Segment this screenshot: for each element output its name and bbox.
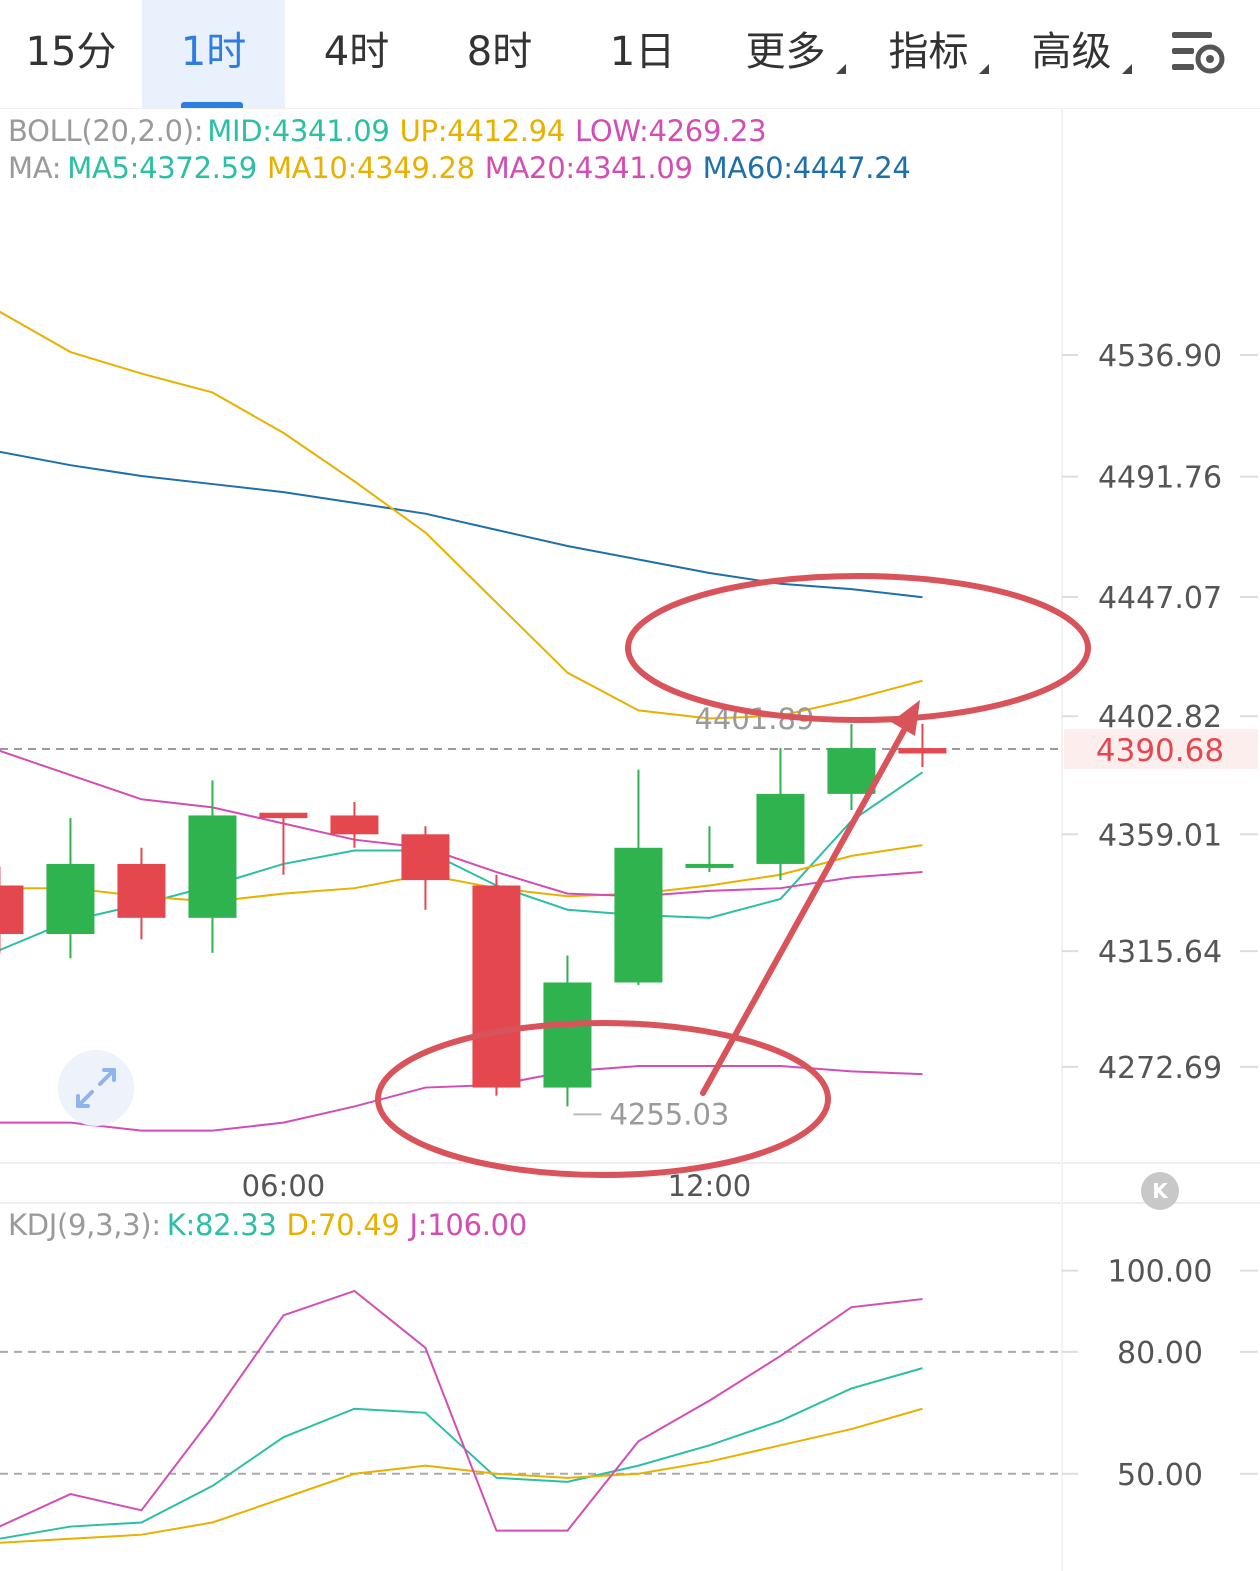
candle-body	[543, 982, 592, 1088]
boll-low: LOW:4269.23	[575, 114, 767, 148]
kdj-axis-label: 80.00	[1117, 1336, 1203, 1371]
candle	[117, 847, 166, 940]
candle	[46, 818, 95, 959]
candle	[0, 866, 24, 953]
candle	[401, 826, 450, 910]
scroll-to-latest-icon[interactable]: K	[1141, 1172, 1179, 1210]
candle	[330, 801, 379, 848]
candle	[259, 812, 308, 875]
tab-label: 高级	[1031, 29, 1112, 75]
dropdown-caret-icon	[979, 64, 989, 74]
indicator-line-ma60	[0, 450, 923, 599]
boll-prefix: BOLL(20,2.0):	[8, 114, 204, 148]
candle-body	[117, 863, 166, 918]
kdj-j: J:106.00	[409, 1208, 528, 1242]
tab-more-dropdown[interactable]: 更多	[714, 0, 857, 108]
annotation-ellipse	[375, 1020, 831, 1178]
candle	[472, 874, 521, 1096]
candle-body	[188, 815, 237, 918]
y-axis-label: 4272.69	[1098, 1051, 1222, 1086]
tab-label: 4时	[323, 29, 390, 75]
ma-prefix: MA:	[8, 151, 62, 185]
tab-advanced-dropdown[interactable]: 高级	[1000, 0, 1143, 108]
candle-body	[756, 793, 805, 864]
tab-label: 15分	[25, 29, 117, 75]
dropdown-caret-icon	[836, 64, 846, 74]
y-axis-label: 4359.01	[1098, 818, 1222, 853]
kdj-prefix: KDJ(9,3,3):	[8, 1208, 161, 1242]
candle-body	[401, 834, 450, 881]
candle-body	[472, 885, 521, 1088]
y-axis-label: 4491.76	[1098, 461, 1222, 496]
y-axis-label: 4447.07	[1098, 581, 1222, 616]
indicator-line-low	[0, 1065, 923, 1132]
dropdown-caret-icon	[1122, 64, 1132, 74]
candle	[614, 769, 663, 986]
timeframe-tab-bar: 15分 1时 4时 8时 1日 更多 指标 高级	[0, 0, 1260, 109]
candle-body	[259, 812, 308, 819]
expand-arrows-icon[interactable]	[58, 1050, 134, 1126]
annotation-ellipse	[625, 573, 1091, 723]
tab-label: 更多	[745, 29, 826, 75]
candle	[756, 748, 805, 881]
indicator-line-ma20	[0, 749, 923, 898]
tab-1hour[interactable]: 1时	[142, 0, 285, 108]
boll-legend: BOLL(20,2.0): MID:4341.09 UP:4412.94 LOW:42…	[8, 114, 776, 148]
candle-body	[898, 748, 947, 754]
x-axis-label: 12:00	[668, 1169, 752, 1203]
annotation-arrow-shaft	[700, 713, 915, 1096]
kdj-d: D:70.49	[286, 1208, 400, 1242]
active-tab-indicator	[181, 102, 243, 108]
y-axis-label: 4315.64	[1098, 935, 1222, 970]
current-price-badge	[1064, 728, 1258, 769]
kdj-legend: KDJ(9,3,3): K:82.33 D:70.49 J:106.00	[8, 1208, 537, 1242]
tab-8hour[interactable]: 8时	[428, 0, 571, 108]
ma10-value: MA10:4349.28	[266, 151, 475, 185]
candle-body	[685, 863, 734, 868]
boll-up: UP:4412.94	[399, 114, 566, 148]
tab-label: 1日	[609, 29, 676, 75]
candle-body	[827, 748, 876, 794]
kdj-line-d	[0, 1407, 923, 1544]
ma60-value: MA60:4447.24	[702, 151, 911, 185]
candle	[827, 723, 876, 811]
kdj-line-k	[0, 1367, 923, 1540]
boll-mid: MID:4341.09	[207, 114, 390, 148]
candle	[188, 780, 237, 953]
tab-label: 1时	[180, 29, 247, 75]
tab-label: 8时	[466, 29, 533, 75]
y-axis-label: 4536.90	[1098, 339, 1222, 374]
candle-body	[0, 885, 24, 934]
kdj-k: K:82.33	[166, 1208, 277, 1242]
current-price-label: 4390.68	[1096, 733, 1224, 769]
tab-15min[interactable]: 15分	[0, 0, 142, 108]
ma5-value: MA5:4372.59	[67, 151, 257, 185]
candle-body	[614, 847, 663, 983]
indicator-line-up	[0, 310, 923, 720]
tab-indicators-dropdown[interactable]: 指标	[857, 0, 1000, 108]
candle-body	[46, 863, 95, 934]
candle	[685, 826, 734, 873]
kdj-line-j	[0, 1289, 923, 1532]
candle	[898, 723, 947, 767]
ma20-value: MA20:4341.09	[484, 151, 693, 185]
kdj-axis-label: 100.00	[1108, 1255, 1213, 1290]
tab-1day[interactable]: 1日	[571, 0, 714, 108]
ma-legend: MA: MA5:4372.59 MA10:4349.28 MA20:4341.09 MA…	[8, 151, 921, 185]
candle	[543, 955, 592, 1107]
tab-4hour[interactable]: 4时	[285, 0, 428, 108]
kdj-axis-label: 50.00	[1117, 1458, 1203, 1493]
candle-body	[330, 815, 379, 835]
low-annotation-label: 4255.03	[609, 1097, 729, 1131]
annotation-arrow-head	[891, 700, 920, 736]
chart-settings-icon[interactable]	[1168, 26, 1228, 78]
x-axis-label: 06:00	[242, 1169, 326, 1203]
tab-label: 指标	[888, 29, 969, 75]
